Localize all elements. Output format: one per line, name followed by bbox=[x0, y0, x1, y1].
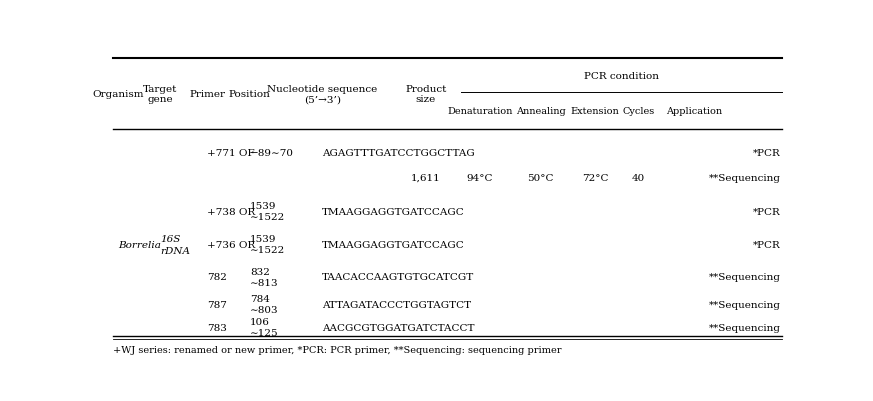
Text: 832
∼813: 832 ∼813 bbox=[250, 267, 278, 287]
Text: +WJ series: renamed or new primer, *PCR: PCR primer, **Sequencing: sequencing pr: +WJ series: renamed or new primer, *PCR:… bbox=[113, 345, 561, 354]
Text: 94°C: 94°C bbox=[467, 173, 493, 182]
Text: Nucleotide sequence
(5’→3’): Nucleotide sequence (5’→3’) bbox=[267, 85, 377, 104]
Text: Cycles: Cycles bbox=[622, 107, 655, 116]
Text: AACGCGTGGATGATCTACCT: AACGCGTGGATGATCTACCT bbox=[322, 323, 475, 332]
Text: 784
∼803: 784 ∼803 bbox=[250, 294, 278, 314]
Text: **Sequencing: **Sequencing bbox=[709, 323, 781, 332]
Text: Denaturation: Denaturation bbox=[447, 107, 512, 116]
Text: 1,611: 1,611 bbox=[411, 173, 441, 182]
Text: +738 OR: +738 OR bbox=[207, 207, 256, 216]
Text: Organism: Organism bbox=[93, 90, 144, 99]
Text: 72°C: 72°C bbox=[581, 173, 608, 182]
Text: TAACACCAAGTGTGCATCGT: TAACACCAAGTGTGCATCGT bbox=[322, 273, 475, 282]
Text: 1539
∼1522: 1539 ∼1522 bbox=[250, 235, 285, 255]
Text: Borrelia: Borrelia bbox=[118, 240, 161, 249]
Text: Primer: Primer bbox=[189, 90, 225, 99]
Text: 106
∼125: 106 ∼125 bbox=[250, 318, 278, 338]
Text: Annealing: Annealing bbox=[516, 107, 566, 116]
Text: Application: Application bbox=[666, 107, 723, 116]
Text: 16S
rDNA: 16S rDNA bbox=[160, 234, 189, 255]
Text: 782: 782 bbox=[207, 273, 227, 282]
Text: +771 OF: +771 OF bbox=[207, 149, 255, 158]
Text: 40: 40 bbox=[631, 173, 645, 182]
Text: ATTAGATACCCTGGTAGTCT: ATTAGATACCCTGGTAGTCT bbox=[322, 300, 471, 309]
Text: 783: 783 bbox=[207, 323, 227, 332]
Text: **Sequencing: **Sequencing bbox=[709, 273, 781, 282]
Text: *PCR: *PCR bbox=[753, 240, 781, 249]
Text: **Sequencing: **Sequencing bbox=[709, 173, 781, 182]
Text: **Sequencing: **Sequencing bbox=[709, 300, 781, 309]
Text: AGAGTTTGATCCTGGCTTAG: AGAGTTTGATCCTGGCTTAG bbox=[322, 149, 475, 158]
Text: 50°C: 50°C bbox=[527, 173, 554, 182]
Text: Product
size: Product size bbox=[405, 85, 446, 104]
Text: 1539
∼1522: 1539 ∼1522 bbox=[250, 202, 285, 222]
Text: −89∼70: −89∼70 bbox=[250, 149, 294, 158]
Text: Extension: Extension bbox=[571, 107, 619, 116]
Text: 787: 787 bbox=[207, 300, 227, 309]
Text: Target
gene: Target gene bbox=[142, 85, 177, 104]
Text: *PCR: *PCR bbox=[753, 207, 781, 216]
Text: +736 OR: +736 OR bbox=[207, 240, 256, 249]
Text: TMAAGGAGGTGATCCAGC: TMAAGGAGGTGATCCAGC bbox=[322, 207, 465, 216]
Text: *PCR: *PCR bbox=[753, 149, 781, 158]
Text: TMAAGGAGGTGATCCAGC: TMAAGGAGGTGATCCAGC bbox=[322, 240, 465, 249]
Text: PCR condition: PCR condition bbox=[584, 71, 659, 80]
Text: Position: Position bbox=[229, 90, 271, 99]
